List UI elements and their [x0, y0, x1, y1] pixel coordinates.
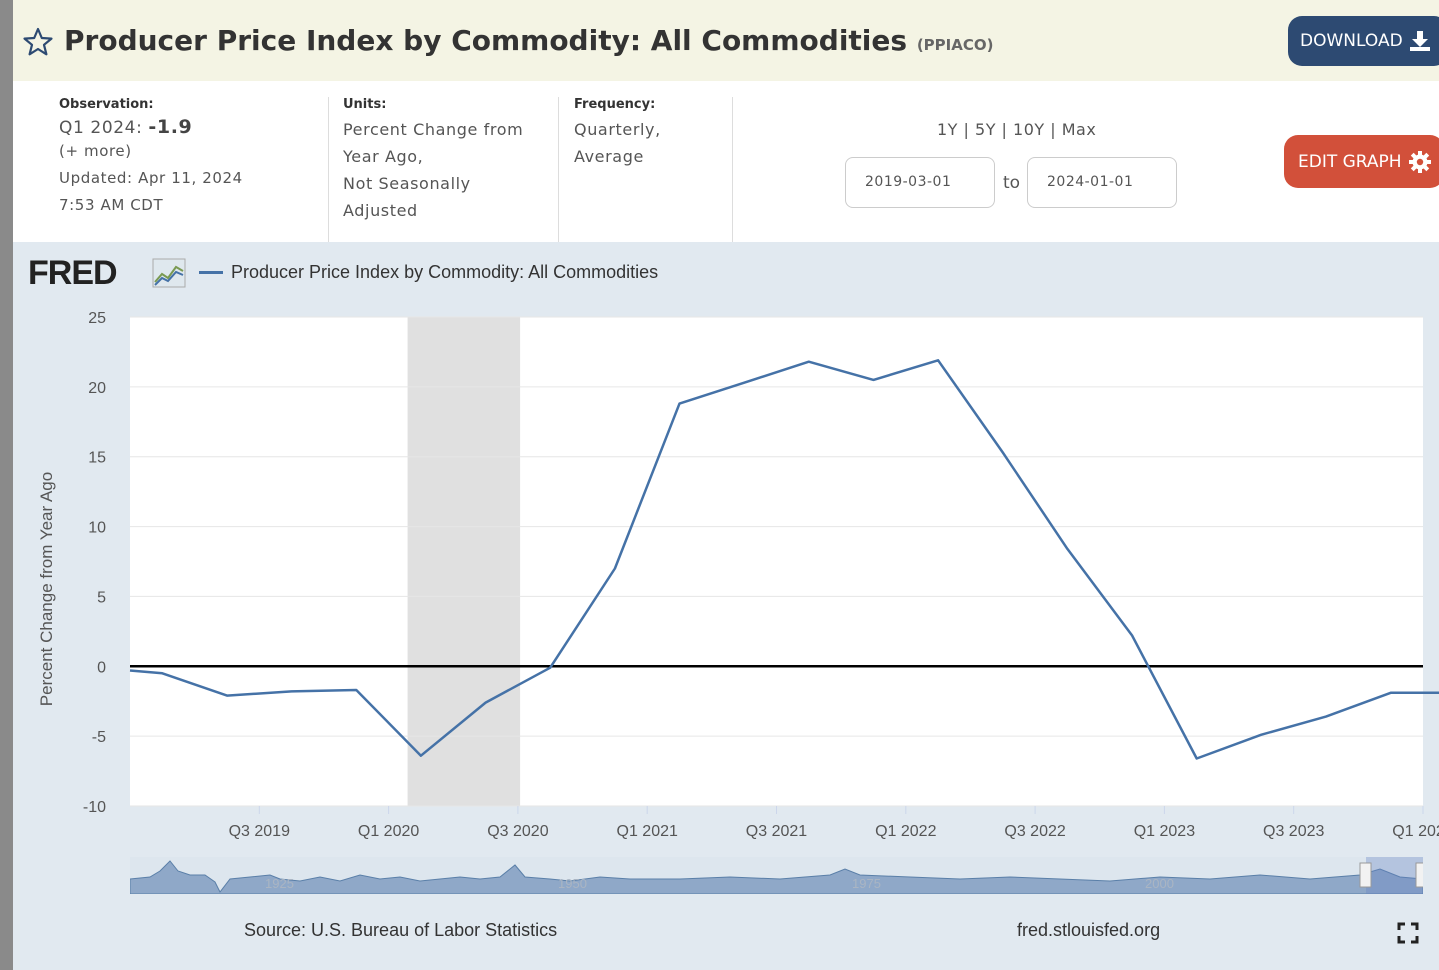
divider	[732, 97, 733, 242]
fred-logo-chart-icon	[152, 258, 186, 288]
source-credit: Source: U.S. Bureau of Labor Statistics	[244, 920, 558, 940]
updated-line: Updated: Apr 11, 2024	[59, 165, 243, 192]
divider	[328, 97, 329, 242]
frequency-label: Frequency:	[574, 97, 656, 112]
navigator-handle-left[interactable]	[1359, 862, 1372, 888]
frequency-line: Average	[574, 147, 644, 166]
x-tick-label: Q3 2020	[487, 823, 548, 840]
observation-label: Observation:	[59, 97, 154, 112]
units-label: Units:	[343, 97, 387, 112]
navigator-selection[interactable]	[1366, 857, 1423, 894]
window-edge	[0, 0, 13, 970]
units-line: Percent Change from	[343, 120, 524, 139]
x-tick-label: Q1 2023	[1134, 823, 1195, 840]
fred-logo: FRED	[28, 254, 118, 293]
series-line	[129, 359, 1439, 760]
download-button[interactable]: DOWNLOAD	[1288, 16, 1439, 66]
x-tick-label: Q3 2023	[1263, 823, 1324, 840]
updated-date: Apr 11, 2024	[138, 169, 243, 187]
y-tick-label: 15	[88, 450, 106, 467]
frequency-block: Frequency: Quarterly, Average	[574, 97, 661, 170]
navigator-handle-right[interactable]	[1415, 862, 1423, 888]
site-link[interactable]: fred.stlouisfed.org	[1017, 920, 1161, 940]
fred-logo-text: FRED	[28, 254, 118, 292]
more-link[interactable]: (+ more)	[59, 142, 132, 160]
units-line: Year Ago,	[343, 147, 424, 166]
navigator-tick: 1925	[265, 876, 294, 891]
legend-swatch	[199, 271, 223, 274]
y-axis-label: Percent Change from Year Ago	[37, 472, 56, 706]
y-tick-label: 20	[88, 380, 106, 397]
y-tick-label: -5	[92, 729, 106, 746]
x-tick-label: Q1 2024	[1392, 823, 1439, 840]
updated-label: Updated:	[59, 169, 133, 187]
y-tick-label: 10	[88, 520, 106, 537]
line-chart: 25 20 15 10 5 0 -5 -10 Q3 2019 Q1 2020 Q3 2020 Q1 2…	[37, 310, 1439, 840]
y-tick-label: 25	[88, 310, 106, 327]
y-tick-label: 0	[97, 659, 106, 676]
x-tick-label: Q1 2021	[617, 823, 678, 840]
units-line: Not Seasonally	[343, 174, 471, 193]
y-tick-label: -10	[83, 799, 106, 816]
observation-line: Q1 2024: -1.9	[59, 116, 243, 138]
fullscreen-icon[interactable]	[1397, 922, 1419, 944]
series-id: (PPIACO)	[916, 36, 994, 54]
recession-shading	[407, 317, 521, 806]
x-tick-label: Q3 2021	[746, 823, 807, 840]
series-info-panel: Observation: Q1 2024: -1.9 (+ more) Upda…	[13, 81, 1439, 242]
start-date-input[interactable]: 2019-03-01	[845, 157, 995, 208]
legend-label: Producer Price Index by Commodity: All C…	[231, 262, 659, 282]
navigator-tick: 1950	[558, 876, 587, 891]
divider	[558, 97, 559, 242]
gear-icon	[1408, 150, 1431, 173]
x-tick-label: Q3 2019	[229, 823, 290, 840]
updated-time: 7:53 AM CDT	[59, 196, 164, 214]
y-tick-label: 5	[97, 589, 106, 606]
x-tick-label: Q1 2022	[875, 823, 936, 840]
series-header: Producer Price Index by Commodity: All C…	[13, 0, 1439, 81]
units-block: Units: Percent Change from Year Ago, Not…	[343, 97, 523, 224]
navigator-series	[130, 860, 1423, 894]
edit-graph-label: EDIT GRAPH	[1298, 151, 1402, 172]
units-line: Adjusted	[343, 201, 418, 220]
range-navigator[interactable]: 1925 1950 1975 2000	[130, 857, 1423, 894]
range-selector[interactable]: 1Y | 5Y | 10Y | Max	[937, 120, 1097, 139]
to-label: to	[1003, 173, 1021, 193]
download-icon	[1409, 31, 1430, 51]
plot-area	[130, 317, 1423, 806]
observation-block: Observation: Q1 2024: -1.9 (+ more) Upda…	[59, 97, 243, 219]
page-title: Producer Price Index by Commodity: All C…	[64, 24, 993, 57]
chart-legend: Producer Price Index by Commodity: All C…	[199, 262, 658, 283]
navigator-tick: 2000	[1145, 876, 1174, 891]
observation-value: -1.9	[148, 116, 193, 138]
observation-period: Q1 2024:	[59, 118, 143, 138]
x-tick-label: Q1 2020	[358, 823, 419, 840]
frequency-line: Quarterly,	[574, 120, 661, 139]
edit-graph-button[interactable]: EDIT GRAPH	[1284, 135, 1439, 188]
chart-container: FRED Producer Price Index by Commodity: …	[13, 242, 1439, 970]
download-label: DOWNLOAD	[1300, 31, 1403, 51]
x-tick-label: Q3 2022	[1004, 823, 1065, 840]
navigator-tick: 1975	[852, 876, 881, 891]
star-icon[interactable]	[22, 26, 54, 58]
series-title: Producer Price Index by Commodity: All C…	[64, 24, 908, 57]
end-date-input[interactable]: 2024-01-01	[1027, 157, 1177, 208]
